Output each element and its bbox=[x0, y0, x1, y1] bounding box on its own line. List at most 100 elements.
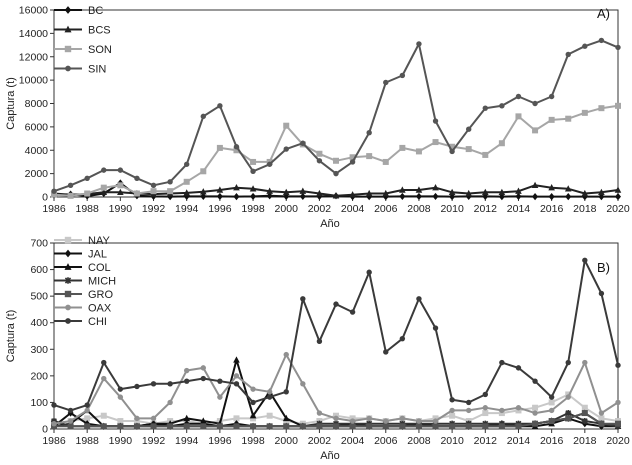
data-point-son bbox=[183, 178, 190, 185]
data-point-bcs bbox=[117, 188, 124, 196]
y-tick-label-b: 100 bbox=[30, 397, 48, 409]
data-point-mich bbox=[581, 418, 588, 425]
data-point-gro bbox=[266, 423, 273, 430]
data-point-son bbox=[133, 190, 140, 197]
legend-marker-jal bbox=[64, 249, 72, 258]
data-point-gro bbox=[216, 423, 223, 430]
panel-label-b: B) bbox=[597, 260, 610, 275]
data-point-oax bbox=[300, 381, 306, 387]
data-point-sin bbox=[532, 100, 538, 107]
data-point-chi bbox=[383, 349, 389, 355]
data-point-gro bbox=[200, 423, 207, 430]
data-point-chi bbox=[565, 359, 571, 366]
data-point-bcs bbox=[183, 189, 191, 196]
data-point-son bbox=[84, 190, 91, 197]
data-point-nay bbox=[100, 412, 107, 419]
y-tick-label-b: 700 bbox=[30, 238, 48, 250]
data-point-son bbox=[349, 154, 356, 161]
data-point-oax bbox=[101, 375, 107, 382]
legend-marker-mich bbox=[64, 277, 72, 284]
data-point-chi bbox=[548, 394, 555, 400]
data-point-oax bbox=[266, 389, 273, 395]
data-point-chi bbox=[615, 362, 621, 368]
data-point-bc bbox=[565, 193, 572, 201]
data-point-chi bbox=[515, 365, 522, 371]
data-point-bcs bbox=[100, 188, 108, 196]
data-point-son bbox=[117, 182, 124, 189]
data-point-chi bbox=[217, 378, 223, 384]
data-point-son bbox=[482, 151, 489, 158]
data-point-sin bbox=[300, 140, 306, 146]
y-tick-label-a: 14000 bbox=[19, 28, 48, 40]
data-point-bcs bbox=[199, 188, 207, 195]
x-tick-label-b: 2004 bbox=[341, 435, 365, 447]
data-point-sin bbox=[499, 103, 505, 109]
data-point-sin bbox=[482, 105, 488, 111]
data-point-chi bbox=[399, 335, 406, 342]
x-tick-label-a: 2004 bbox=[341, 203, 365, 215]
data-point-oax bbox=[515, 405, 522, 411]
x-tick-label-a: 2000 bbox=[275, 203, 299, 215]
data-point-gro bbox=[615, 420, 621, 427]
data-point-gro bbox=[382, 423, 389, 430]
data-point-nay bbox=[117, 418, 124, 425]
x-tick-label-b: 2006 bbox=[374, 435, 398, 447]
data-point-oax bbox=[67, 418, 74, 424]
data-point-son bbox=[316, 150, 323, 157]
x-tick-label-a: 1990 bbox=[109, 203, 133, 215]
data-point-sin bbox=[117, 167, 124, 173]
data-point-gro bbox=[432, 423, 439, 430]
data-point-chi bbox=[117, 386, 124, 392]
data-point-nay bbox=[233, 415, 240, 422]
data-point-bcs bbox=[349, 191, 356, 198]
data-point-chi bbox=[84, 402, 90, 408]
legend-label-oax: OAX bbox=[88, 303, 112, 315]
data-point-oax bbox=[416, 418, 422, 424]
data-point-sin bbox=[316, 158, 323, 164]
data-point-chi bbox=[184, 378, 190, 384]
y-axis-title-a: Captura (t) bbox=[5, 77, 17, 130]
data-point-son bbox=[449, 143, 456, 150]
data-point-sin bbox=[101, 167, 107, 173]
data-point-bcs bbox=[548, 184, 555, 191]
data-point-bc bbox=[415, 192, 422, 201]
data-point-bc bbox=[399, 192, 406, 201]
data-point-bcs bbox=[448, 188, 456, 196]
data-point-son bbox=[498, 140, 505, 147]
data-point-oax bbox=[184, 367, 190, 374]
x-tick-label-a: 2008 bbox=[407, 203, 431, 215]
data-point-col bbox=[249, 412, 257, 419]
data-point-son bbox=[432, 139, 439, 146]
data-point-son bbox=[598, 105, 605, 112]
x-tick-label-a: 2014 bbox=[507, 203, 531, 215]
data-point-son bbox=[100, 184, 107, 191]
data-point-oax bbox=[84, 407, 90, 414]
x-tick-label-b: 2012 bbox=[474, 435, 498, 447]
x-tick-label-b: 1990 bbox=[109, 435, 133, 447]
data-point-son bbox=[216, 144, 223, 151]
data-point-gro bbox=[333, 423, 339, 430]
data-point-bc bbox=[200, 192, 207, 201]
data-point-chi bbox=[283, 389, 289, 395]
data-point-bcs bbox=[266, 187, 273, 194]
legend-label-sin: SIN bbox=[88, 64, 106, 76]
data-point-chi bbox=[582, 257, 588, 263]
x-tick-label-a: 1986 bbox=[42, 203, 66, 215]
data-point-bcs bbox=[531, 181, 539, 189]
data-point-bc bbox=[266, 192, 273, 200]
y-tick-label-b: 200 bbox=[30, 370, 48, 382]
panel-label-a: A) bbox=[597, 6, 610, 21]
data-point-oax bbox=[134, 415, 140, 422]
data-point-oax bbox=[383, 418, 389, 424]
data-point-sin bbox=[449, 148, 455, 155]
y-tick-label-b: 400 bbox=[30, 317, 48, 329]
data-point-gro bbox=[482, 423, 489, 430]
data-point-bcs bbox=[216, 186, 224, 193]
data-point-sin bbox=[333, 170, 339, 177]
data-point-son bbox=[548, 116, 555, 123]
data-point-sin bbox=[67, 182, 74, 189]
data-point-bcs bbox=[581, 189, 589, 197]
x-tick-label-b: 1994 bbox=[175, 435, 199, 447]
legend-marker-oax bbox=[65, 304, 71, 311]
data-point-oax bbox=[598, 410, 605, 416]
